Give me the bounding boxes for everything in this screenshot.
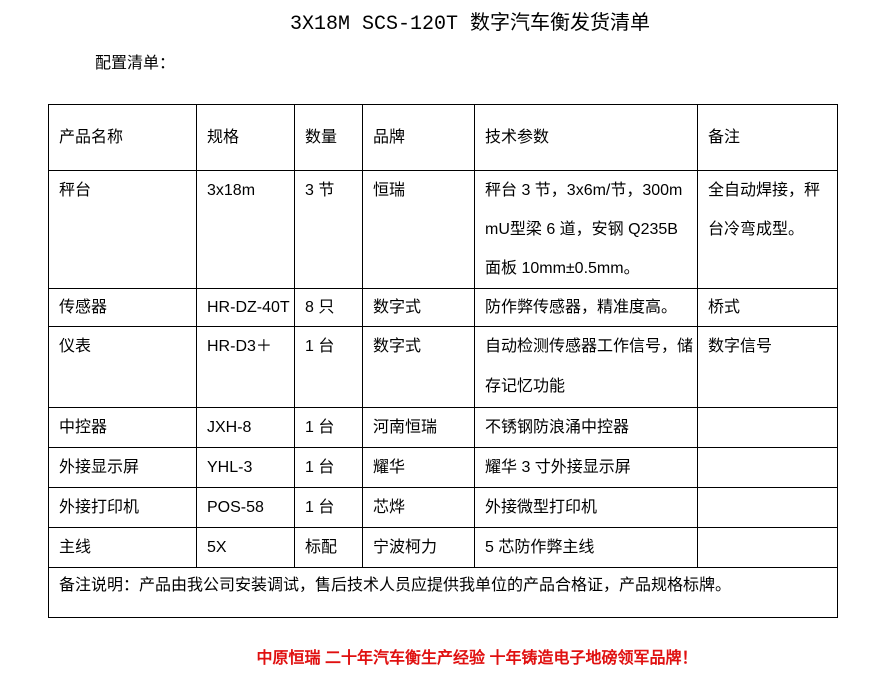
note-row: 备注说明：产品由我公司安装调试，售后技术人员应提供我单位的产品合格证，产品规格标… — [48, 567, 838, 618]
cell: 恒瑞 — [362, 170, 475, 289]
cell: 1 台 — [294, 447, 363, 488]
cell: 耀华 — [362, 447, 475, 488]
cell: JXH-8 — [196, 407, 295, 448]
config-list-label: 配置清单： — [95, 55, 176, 72]
footer-slogan: 中原恒瑞 二十年汽车衡生产经验 十年铸造电子地磅领军品牌！ — [256, 650, 698, 667]
cell: 外接显示屏 — [48, 447, 197, 488]
cell: 外接打印机 — [48, 487, 197, 528]
cell: 中控器 — [48, 407, 197, 448]
cell: POS-58 — [196, 487, 295, 528]
cell: 1 台 — [294, 487, 363, 528]
cell: 秤台 — [48, 170, 197, 289]
cell: 数字式 — [362, 326, 475, 408]
cell: 不锈钢防浪涌中控器 — [474, 407, 698, 448]
header-cell: 数量 — [294, 104, 363, 171]
header-cell: 备注 — [697, 104, 838, 171]
cell: 宁波柯力 — [362, 527, 475, 568]
table-row: 传感器 HR-DZ-40T 8 只 数字式 防作弊传感器，精准度高。 桥式 — [48, 288, 838, 327]
cell: 全自动焊接，秤台冷弯成型。 — [697, 170, 838, 289]
cell: 数字式 — [362, 288, 475, 327]
note-text: 备注说明：产品由我公司安装调试，售后技术人员应提供我单位的产品合格证，产品规格标… — [48, 567, 838, 618]
cell: 1 台 — [294, 407, 363, 448]
cell — [697, 487, 838, 528]
cell: 仪表 — [48, 326, 197, 408]
table-row: 中控器 JXH-8 1 台 河南恒瑞 不锈钢防浪涌中控器 — [48, 407, 838, 448]
shipping-list-table: 产品名称 规格 数量 品牌 技术参数 备注 秤台 3x18m 3 节 恒瑞 秤台… — [48, 104, 838, 618]
table-row: 主线 5X 标配 宁波柯力 5 芯防作弊主线 — [48, 527, 838, 568]
header-cell: 规格 — [196, 104, 295, 171]
cell — [697, 527, 838, 568]
cell: HR-D3＋ — [196, 326, 295, 408]
cell: 传感器 — [48, 288, 197, 327]
table-row: 秤台 3x18m 3 节 恒瑞 秤台 3 节，3x6m/节，300mmU型梁 6… — [48, 170, 838, 289]
cell: 桥式 — [697, 288, 838, 327]
cell: 3 节 — [294, 170, 363, 289]
cell: 1 台 — [294, 326, 363, 408]
cell: 自动检测传感器工作信号，储存记忆功能 — [474, 326, 698, 408]
cell: 河南恒瑞 — [362, 407, 475, 448]
table-row: 仪表 HR-D3＋ 1 台 数字式 自动检测传感器工作信号，储存记忆功能 数字信… — [48, 326, 838, 408]
cell: 8 只 — [294, 288, 363, 327]
header-cell: 产品名称 — [48, 104, 197, 171]
cell — [697, 407, 838, 448]
cell: 防作弊传感器，精准度高。 — [474, 288, 698, 327]
cell: 芯烨 — [362, 487, 475, 528]
document-body: 产品名称 规格 数量 品牌 技术参数 备注 秤台 3x18m 3 节 恒瑞 秤台… — [48, 104, 838, 667]
cell: 外接微型打印机 — [474, 487, 698, 528]
table-header-row: 产品名称 规格 数量 品牌 技术参数 备注 — [48, 104, 838, 171]
cell: 秤台 3 节，3x6m/节，300mmU型梁 6 道，安钢 Q235B 面板 1… — [474, 170, 698, 289]
cell: 数字信号 — [697, 326, 838, 408]
cell: 标配 — [294, 527, 363, 568]
cell: 耀华 3 寸外接显示屏 — [474, 447, 698, 488]
cell: 主线 — [48, 527, 197, 568]
cell: 3x18m — [196, 170, 295, 289]
cell: YHL-3 — [196, 447, 295, 488]
cell: HR-DZ-40T — [196, 288, 295, 327]
header-cell: 技术参数 — [474, 104, 698, 171]
cell — [697, 447, 838, 488]
header-cell: 品牌 — [362, 104, 475, 171]
table-row: 外接显示屏 YHL-3 1 台 耀华 耀华 3 寸外接显示屏 — [48, 447, 838, 488]
document-title: 3X18M SCS-120T 数字汽车衡发货清单 — [289, 13, 651, 36]
table-row: 外接打印机 POS-58 1 台 芯烨 外接微型打印机 — [48, 487, 838, 528]
cell: 5 芯防作弊主线 — [474, 527, 698, 568]
cell: 5X — [196, 527, 295, 568]
